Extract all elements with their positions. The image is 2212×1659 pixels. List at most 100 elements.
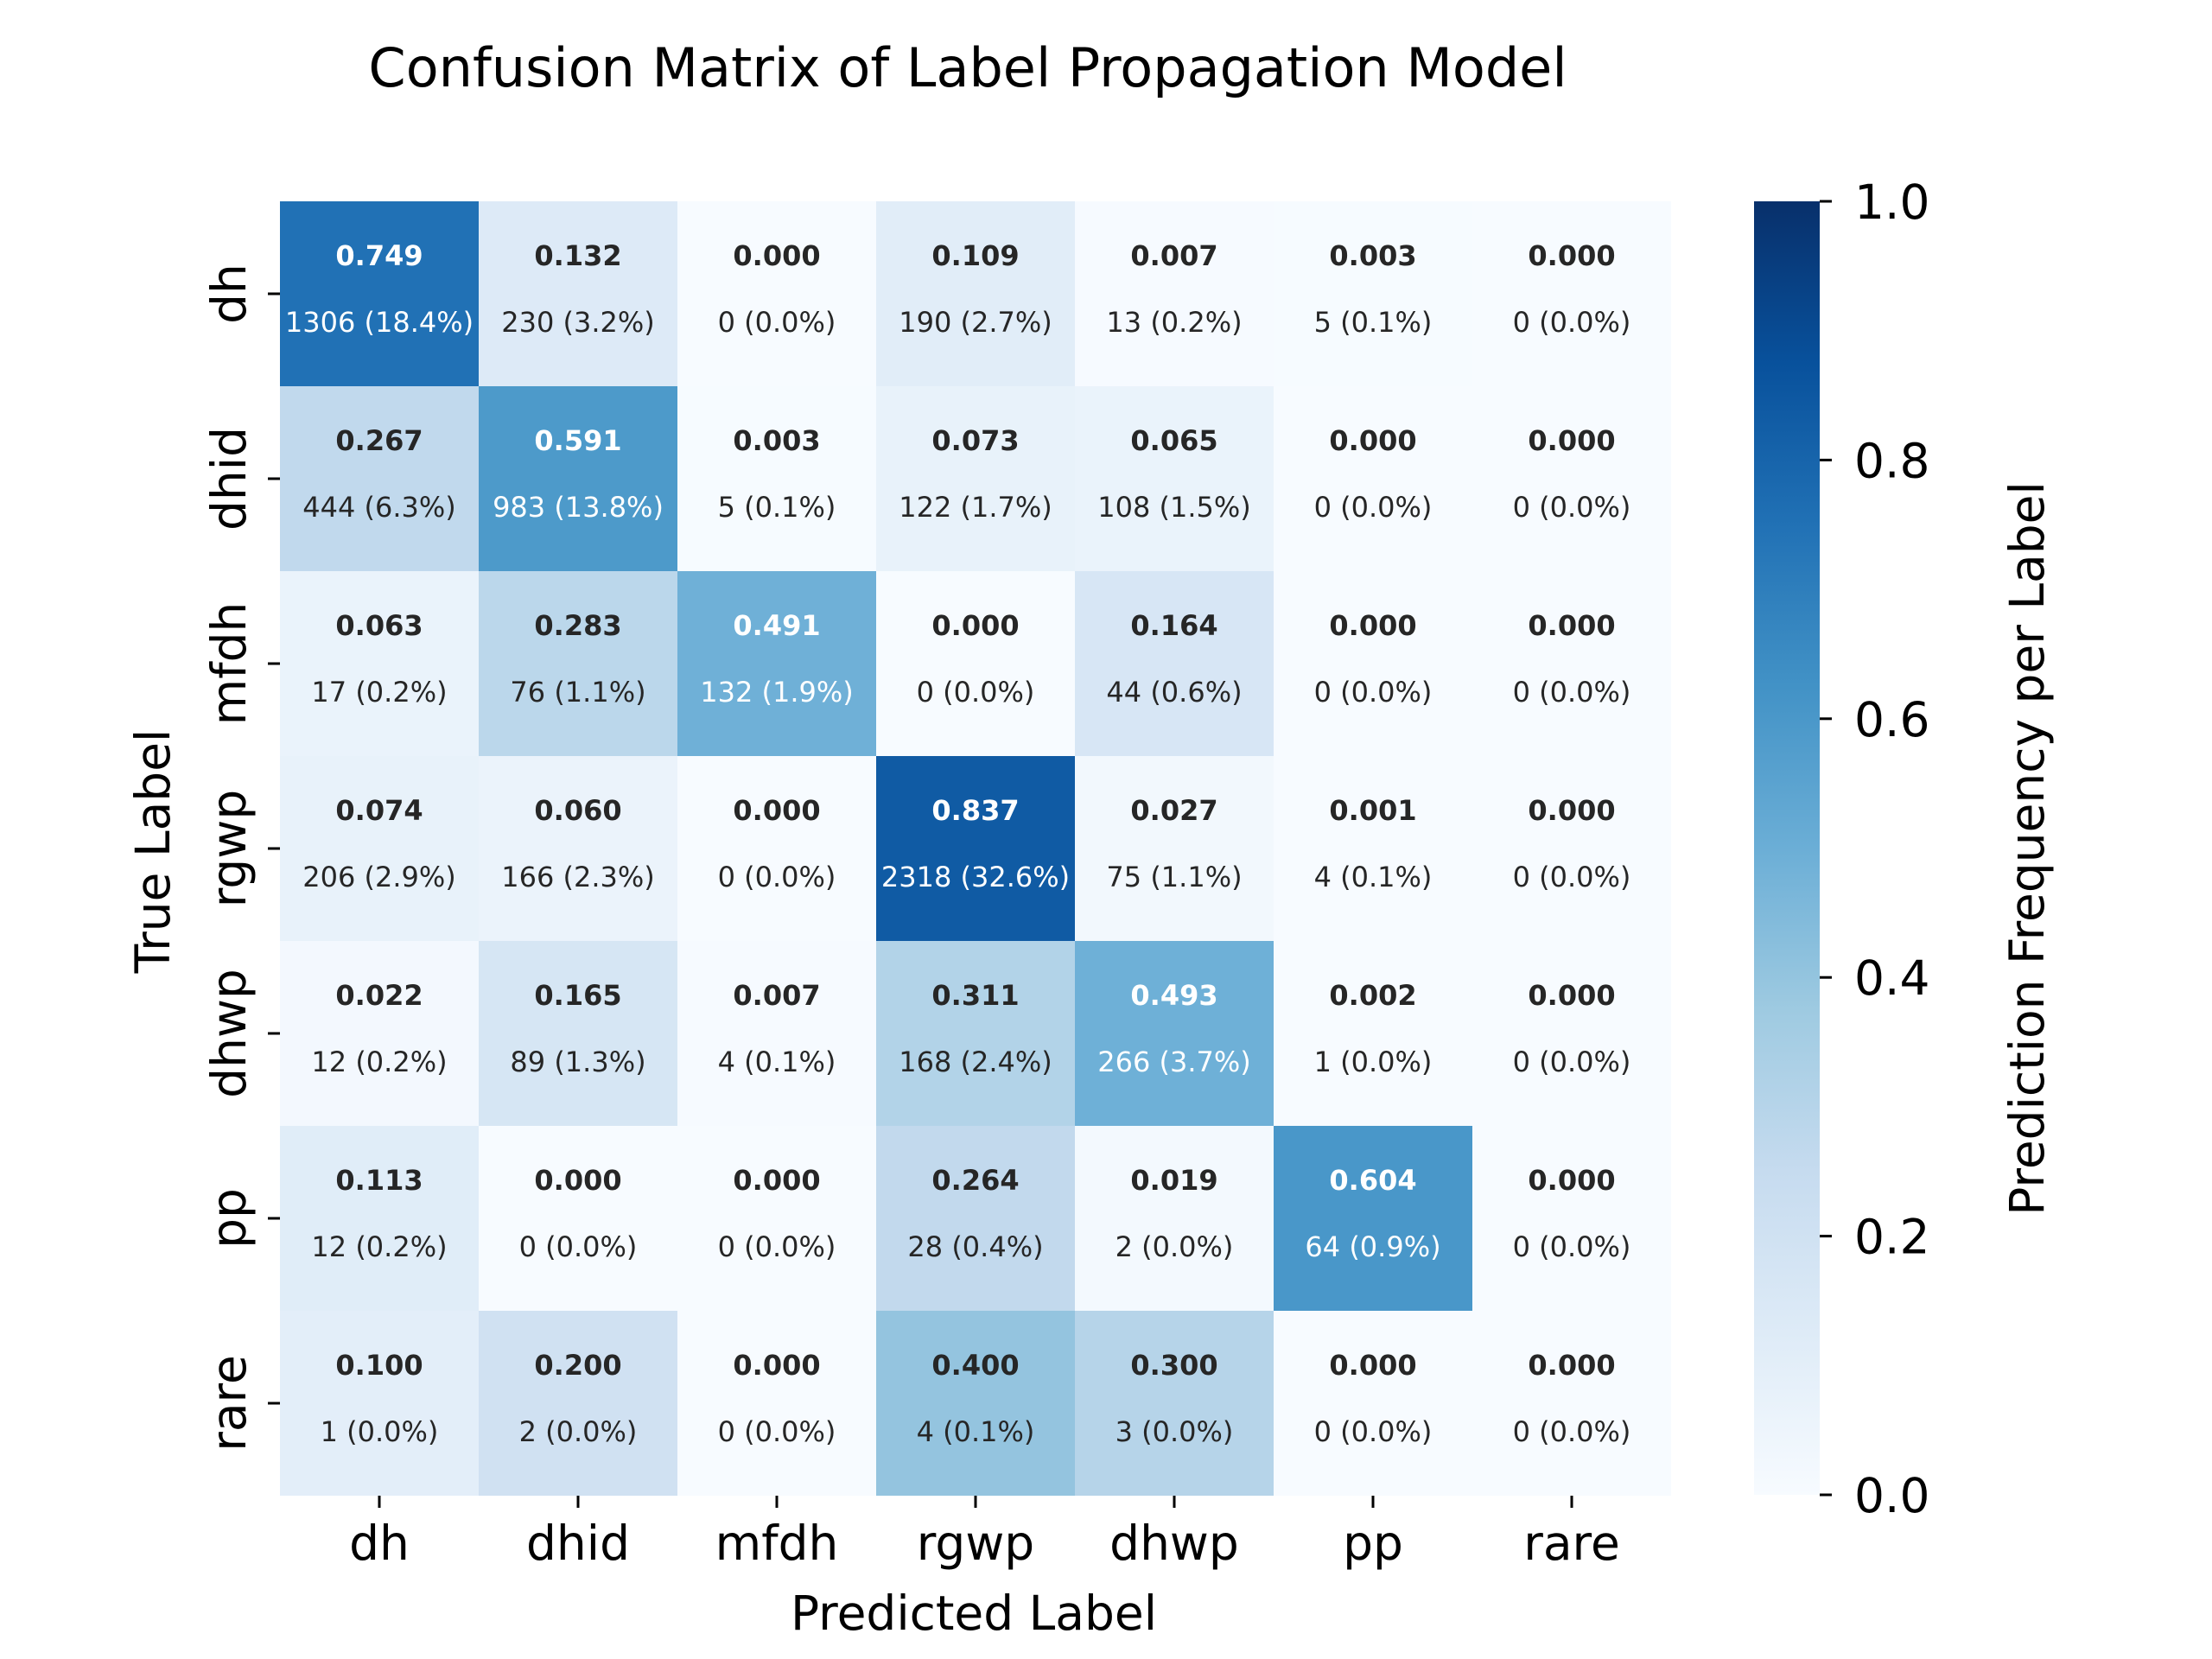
heatmap-cell <box>479 386 677 571</box>
cell-value-label: 0.063 <box>335 609 423 642</box>
cell-count-label: 75 (1.1%) <box>1106 861 1242 893</box>
cell-value-label: 0.000 <box>1528 794 1615 827</box>
cell-count-label: 0 (0.0%) <box>1513 306 1631 339</box>
cell-count-label: 2318 (32.6%) <box>881 861 1070 893</box>
cell-count-label: 0 (0.0%) <box>718 306 836 339</box>
cell-value-label: 0.007 <box>733 979 820 1012</box>
cell-count-label: 76 (1.1%) <box>510 676 645 709</box>
cell-value-label: 0.400 <box>931 1349 1019 1382</box>
heatmap-cell <box>677 941 876 1126</box>
cell-value-label: 0.493 <box>1130 979 1217 1012</box>
heatmap-cells: 0.749 1306 (18.4%) 0.132 230 (3.2%) 0.000 0 (… <box>280 201 1671 1496</box>
cell-value-label: 0.000 <box>1528 424 1615 457</box>
cell-count-label: 0 (0.0%) <box>1314 676 1433 709</box>
cell-value-label: 0.311 <box>931 979 1019 1012</box>
x-tick-label: dhwp <box>1109 1516 1239 1571</box>
cell-value-label: 0.165 <box>534 979 621 1012</box>
x-tick-label: rgwp <box>917 1516 1034 1571</box>
heatmap-cell <box>479 1311 677 1496</box>
cell-count-label: 17 (0.2%) <box>311 676 447 709</box>
cell-count-label: 0 (0.0%) <box>1513 1415 1631 1448</box>
heatmap-cell <box>876 1126 1075 1311</box>
cell-count-label: 0 (0.0%) <box>718 861 836 893</box>
heatmap-cell <box>479 756 677 941</box>
cell-count-label: 0 (0.0%) <box>917 676 1035 709</box>
colorbar-ticks: 0.0 0.2 0.4 0.6 0.8 1.0 <box>1820 175 1929 1523</box>
cell-value-label: 0.002 <box>1329 979 1416 1012</box>
heatmap-cell <box>1472 1126 1671 1311</box>
heatmap-cell <box>280 201 479 386</box>
heatmap-cell <box>1472 756 1671 941</box>
y-tick-label: dhwp <box>201 969 257 1098</box>
heatmap-cell <box>1274 201 1472 386</box>
cell-count-label: 0 (0.0%) <box>1314 1415 1433 1448</box>
y-tick-label: pp <box>201 1188 257 1249</box>
y-tick-label: dhid <box>201 427 257 531</box>
cell-value-label: 0.074 <box>335 794 423 827</box>
heatmap-cell <box>876 756 1075 941</box>
cell-count-label: 2 (0.0%) <box>519 1415 638 1448</box>
heatmap-cell <box>1274 941 1472 1126</box>
heatmap-cell <box>677 756 876 941</box>
colorbar-tick-label: 0.6 <box>1854 692 1929 747</box>
heatmap-cell <box>876 941 1075 1126</box>
heatmap-cell <box>280 1311 479 1496</box>
cell-value-label: 0.060 <box>534 794 621 827</box>
heatmap-cell <box>280 941 479 1126</box>
y-tick-label: rare <box>201 1355 257 1452</box>
cell-value-label: 0.109 <box>931 239 1019 272</box>
cell-value-label: 0.491 <box>733 609 820 642</box>
cell-count-label: 230 (3.2%) <box>501 306 655 339</box>
y-tick-label: mfdh <box>201 602 257 726</box>
cell-value-label: 0.000 <box>733 239 820 272</box>
colorbar-label: Prediction Frequency per Label <box>1999 481 2055 1216</box>
heatmap-cell <box>1472 386 1671 571</box>
cell-count-label: 4 (0.1%) <box>1314 861 1433 893</box>
colorbar-tick-label: 0.4 <box>1854 950 1929 1006</box>
heatmap-cell <box>677 571 876 756</box>
cell-count-label: 0 (0.0%) <box>718 1230 836 1263</box>
cell-value-label: 0.132 <box>534 239 621 272</box>
cell-count-label: 0 (0.0%) <box>519 1230 638 1263</box>
y-axis-label: True Label <box>125 729 181 975</box>
cell-count-label: 12 (0.2%) <box>311 1230 447 1263</box>
heatmap-cell <box>876 571 1075 756</box>
colorbar-tick-label: 0.8 <box>1854 433 1929 488</box>
cell-count-label: 190 (2.7%) <box>899 306 1052 339</box>
cell-value-label: 0.000 <box>733 1164 820 1197</box>
cell-count-label: 0 (0.0%) <box>1513 1230 1631 1263</box>
y-tick-label: rgwp <box>201 790 257 907</box>
cell-count-label: 166 (2.3%) <box>501 861 655 893</box>
cell-value-label: 0.000 <box>1528 1164 1615 1197</box>
heatmap-cell <box>280 386 479 571</box>
x-axis-label: Predicted Label <box>791 1586 1157 1641</box>
heatmap-cell <box>876 386 1075 571</box>
cell-count-label: 0 (0.0%) <box>1314 491 1433 524</box>
cell-count-label: 132 (1.9%) <box>700 676 854 709</box>
cell-value-label: 0.000 <box>733 794 820 827</box>
heatmap-cell <box>677 386 876 571</box>
heatmap-cell <box>1075 386 1274 571</box>
cell-value-label: 0.591 <box>534 424 621 457</box>
heatmap-cell <box>677 1311 876 1496</box>
cell-count-label: 983 (13.8%) <box>493 491 664 524</box>
cell-value-label: 0.000 <box>1329 1349 1416 1382</box>
heatmap-cell <box>1274 386 1472 571</box>
x-tick-label: rare <box>1523 1516 1620 1571</box>
cell-value-label: 0.000 <box>733 1349 820 1382</box>
cell-count-label: 64 (0.9%) <box>1305 1230 1440 1263</box>
cell-count-label: 122 (1.7%) <box>899 491 1052 524</box>
cell-value-label: 0.000 <box>1329 424 1416 457</box>
heatmap-cell <box>479 201 677 386</box>
cell-value-label: 0.000 <box>1528 979 1615 1012</box>
cell-value-label: 0.837 <box>931 794 1019 827</box>
colorbar-tick-label: 0.2 <box>1854 1210 1929 1265</box>
cell-count-label: 12 (0.2%) <box>311 1046 447 1078</box>
heatmap-cell <box>1472 941 1671 1126</box>
cell-count-label: 0 (0.0%) <box>1513 491 1631 524</box>
cell-value-label: 0.003 <box>1329 239 1416 272</box>
cell-count-label: 1 (0.0%) <box>1314 1046 1433 1078</box>
cell-value-label: 0.749 <box>335 239 423 272</box>
heatmap-cell <box>479 571 677 756</box>
cell-value-label: 0.000 <box>1528 609 1615 642</box>
